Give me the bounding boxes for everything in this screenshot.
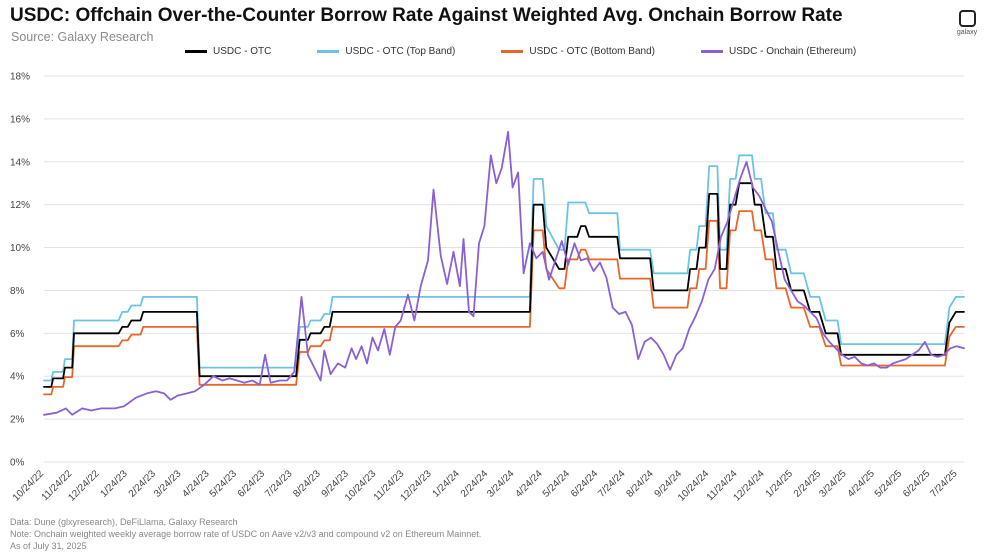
- legend-label-onchain: USDC - Onchain (Ethereum): [728, 46, 857, 57]
- x-tick-label: 12/24/22: [66, 468, 102, 504]
- logo-text: galaxy: [956, 29, 978, 36]
- x-tick-label: 7/24/25: [928, 468, 960, 500]
- x-tick-label: 1/24/23: [98, 468, 130, 500]
- legend-item-bottom-band: USDC - OTC (Bottom Band): [501, 46, 655, 57]
- x-tick-label: 4/24/25: [846, 468, 878, 500]
- chart-legend: USDC - OTC USDC - OTC (Top Band) USDC - …: [185, 46, 856, 57]
- x-tick-label: 4/24/24: [513, 468, 545, 500]
- y-tick-label: 12%: [10, 200, 30, 211]
- legend-label-bottom-band: USDC - OTC (Bottom Band): [529, 46, 655, 57]
- x-tick-label: 5/24/23: [208, 468, 240, 500]
- data-sources-note: Data: Dune (glxyresearch), DeFiLlama, Ga…: [10, 517, 238, 527]
- legend-label-top-band: USDC - OTC (Top Band): [345, 46, 456, 57]
- y-tick-label: 10%: [10, 243, 30, 254]
- onchain-line: [43, 130, 965, 416]
- legend-item-top-band: USDC - OTC (Top Band): [317, 46, 455, 57]
- chart-source: Source: Galaxy Research: [11, 30, 154, 44]
- line-chart: 0%2%4%6%8%10%12%14%16%18%10/24/2211/24/2…: [10, 72, 965, 504]
- y-tick-label: 4%: [10, 372, 25, 383]
- x-tick-label: 3/24/23: [152, 468, 184, 500]
- x-tick-label: 2/24/24: [459, 468, 491, 500]
- x-tick-label: 4/24/23: [180, 468, 212, 500]
- x-tick-label: 3/24/24: [485, 468, 517, 500]
- x-tick-label: 1/24/25: [764, 468, 796, 500]
- methodology-note: Note: Onchain weighted weekly average bo…: [10, 529, 482, 540]
- x-tick-label: 6/24/24: [569, 468, 601, 500]
- bottom-band-line: [43, 210, 965, 396]
- x-tick-label: 10/24/24: [676, 468, 712, 504]
- legend-swatch-onchain: [700, 50, 723, 53]
- y-tick-label: 18%: [10, 72, 30, 83]
- chart-title: USDC: Offchain Over-the-Counter Borrow R…: [10, 5, 843, 26]
- x-tick-label: 12/24/24: [732, 468, 768, 504]
- y-tick-label: 0%: [10, 458, 25, 469]
- x-tick-label: 2/24/25: [792, 468, 824, 500]
- as-of-date: As of July 31, 2025: [10, 541, 87, 552]
- y-tick-label: 16%: [10, 114, 30, 125]
- y-tick-label: 14%: [10, 157, 30, 168]
- legend-swatch-otc: [185, 50, 207, 53]
- x-tick-label: 3/24/25: [817, 468, 849, 500]
- x-tick-label: 6/24/23: [236, 468, 268, 500]
- legend-label-otc: USDC - OTC: [213, 46, 272, 57]
- x-tick-label: 2/24/23: [127, 468, 159, 500]
- legend-swatch-bottom-band: [501, 50, 524, 53]
- x-tick-label: 10/24/22: [11, 468, 47, 504]
- galaxy-logo: galaxy: [952, 10, 982, 36]
- legend-item-onchain: USDC - Onchain (Ethereum): [700, 46, 857, 57]
- chart-footnotes: Data: Dune (glxyresearch), DeFiLlama, Ga…: [10, 516, 481, 552]
- x-tick-label: 6/24/25: [901, 468, 933, 500]
- x-tick-label: 5/24/25: [873, 468, 905, 500]
- x-tick-label: 12/24/23: [398, 468, 434, 504]
- x-tick-label: 5/24/24: [541, 468, 573, 500]
- x-tick-label: 1/24/24: [431, 468, 463, 500]
- x-tick-label: 7/24/23: [263, 468, 295, 500]
- y-tick-label: 8%: [10, 286, 25, 297]
- x-tick-label: 10/24/23: [343, 468, 379, 504]
- y-tick-label: 2%: [10, 415, 25, 426]
- galaxy-logo-icon: [958, 10, 976, 27]
- legend-item-otc: USDC - OTC: [185, 46, 271, 57]
- legend-swatch-top-band: [317, 50, 340, 53]
- x-tick-label: 7/24/24: [596, 468, 628, 500]
- x-tick-label: 8/24/23: [291, 468, 323, 500]
- top-band-line: [43, 154, 965, 382]
- y-tick-label: 6%: [10, 329, 25, 340]
- x-tick-label: 8/24/24: [624, 468, 656, 500]
- otc-line: [43, 182, 965, 388]
